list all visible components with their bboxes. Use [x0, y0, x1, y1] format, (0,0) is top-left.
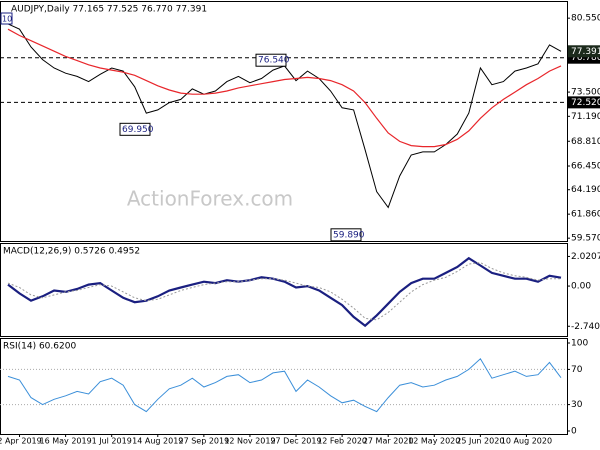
y-tick-label: 64.190 [571, 185, 600, 195]
x-tick-label: 27 Dec 2019 [270, 437, 321, 446]
y-tick-label: 59.570 [571, 234, 600, 244]
y-tick-label: 2.0207 [571, 252, 600, 262]
y-tick-label: 71.190 [571, 112, 600, 122]
y-tick-label: 61.860 [571, 210, 600, 220]
y-tick-label: -2.7404 [571, 322, 600, 332]
panel-frame [0, 243, 568, 337]
annotation-box [255, 53, 287, 67]
badge: 10 [2, 15, 12, 24]
level-label: 72.520 [571, 98, 600, 108]
series-line [7, 256, 562, 328]
y-tick-label: 80.550 [571, 14, 600, 24]
x-tick-label: 12 Feb 2020 [317, 437, 367, 446]
x-tick-label: 27 Sep 2019 [179, 437, 230, 446]
panel-frame [0, 338, 568, 435]
x-tick-label: 16 May 2019 [40, 437, 92, 446]
y-tick-label: 66.450 [571, 162, 600, 172]
y-tick-label: 100 [571, 339, 588, 349]
x-tick-label: 1 Jul 2019 [92, 437, 132, 446]
y-tick-label: 30 [571, 400, 583, 410]
annotation-box [119, 122, 151, 136]
y-tick-label: 70 [571, 365, 583, 375]
y-tick-label: 0 [571, 427, 577, 437]
annotation-label: 59.890 [333, 230, 365, 240]
annotation-label: 69.950 [122, 125, 154, 135]
series-line [7, 28, 562, 148]
watermark: ActionForex.com [127, 187, 293, 211]
annotation-box [330, 228, 362, 242]
y-tick-label: 0.00 [571, 282, 591, 292]
y-tick-label: 73.500 [571, 88, 600, 98]
badge-box [0, 12, 13, 25]
series-line [7, 358, 562, 413]
y-tick-label: 68.810 [571, 137, 600, 147]
series-line [7, 23, 562, 209]
x-tick-label: 10 Aug 2020 [501, 437, 552, 446]
x-tick-label: 25 Jun 2020 [456, 437, 504, 446]
panel-title: RSI(14) 60.6200 [3, 342, 76, 352]
series-line [7, 262, 561, 321]
annotation-label: 76.540 [258, 56, 290, 66]
panel-title: AUDJPY,Daily 77.165 77.525 76.770 77.391 [11, 5, 207, 15]
x-tick-label: 12 Nov 2019 [224, 437, 275, 446]
x-tick-label: 2 Apr 2019 [0, 437, 42, 446]
level-box [568, 96, 600, 109]
x-tick-label: 12 May 2020 [408, 437, 460, 446]
last-box [568, 45, 600, 58]
last-label: 77.391 [571, 47, 600, 57]
panel-title: MACD(12,26,9) 0.5726 0.4952 [3, 247, 140, 257]
x-tick-label: 14 Aug 2019 [132, 437, 183, 446]
panel-frame [0, 1, 568, 242]
x-tick-label: 27 Mar 2020 [363, 437, 414, 446]
level-label: 76.780 [571, 53, 600, 63]
